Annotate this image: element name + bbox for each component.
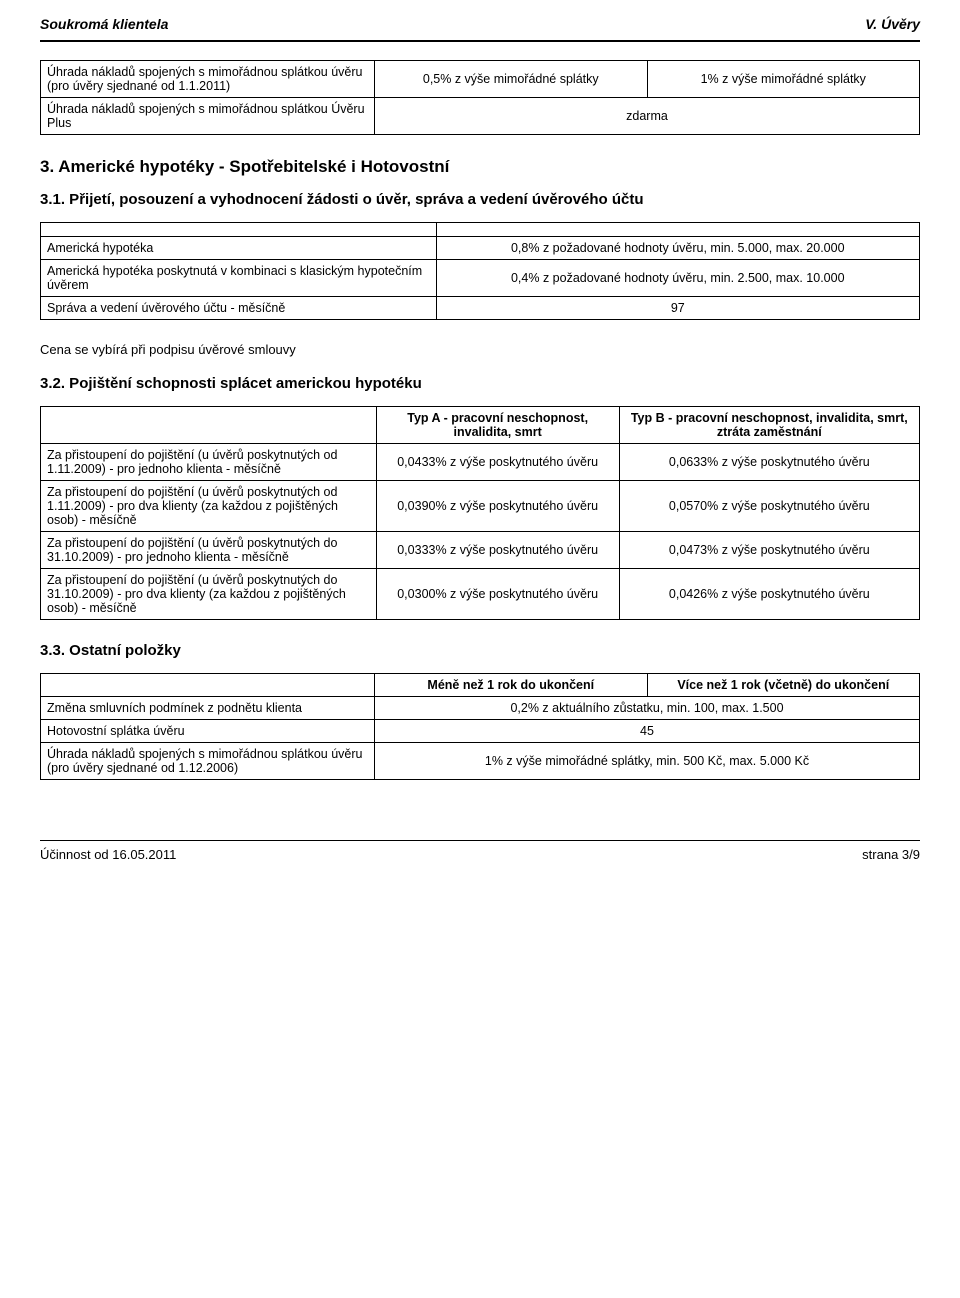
note-sec31: Cena se vybírá při podpisu úvěrové smlou… (40, 342, 920, 357)
header-right: V. Úvěry (865, 16, 920, 32)
header-left: Soukromá klientela (40, 16, 168, 32)
t3-r1c1: Změna smluvních podmínek z podnětu klien… (41, 697, 375, 720)
t3-r2c1: Hotovostní splátka úvěru (41, 720, 375, 743)
t2-head-c2: Typ A - pracovní neschopnost, invalidita… (376, 407, 619, 444)
heading-sec33: 3.3. Ostatní položky (40, 642, 920, 659)
t0-r1c1: Úhrada nákladů spojených s mimořádnou sp… (41, 61, 375, 98)
t2-r1c3: 0,0633% z výše poskytnutého úvěru (619, 444, 919, 481)
t2-r3c1: Za přistoupení do pojištění (u úvěrů pos… (41, 532, 377, 569)
t3-r1c2: 0,2% z aktuálního zůstatku, min. 100, ma… (375, 697, 920, 720)
table-sec31: Americká hypotéka 0,8% z požadované hodn… (40, 222, 920, 320)
t3-r3c1: Úhrada nákladů spojených s mimořádnou sp… (41, 743, 375, 780)
t0-r1c2: 0,5% z výše mimořádné splátky (375, 61, 647, 98)
t0-r1c3: 1% z výše mimořádné splátky (647, 61, 920, 98)
t1-r2c2: 0,4% z požadované hodnoty úvěru, min. 2.… (436, 260, 919, 297)
table-sec33: Méně než 1 rok do ukončení Více než 1 ro… (40, 673, 920, 780)
t3-head-c2: Méně než 1 rok do ukončení (375, 674, 647, 697)
t3-head-blank (41, 674, 375, 697)
page-header: Soukromá klientela V. Úvěry (40, 16, 920, 32)
table-sec32: Typ A - pracovní neschopnost, invalidita… (40, 406, 920, 620)
footer-right: strana 3/9 (862, 847, 920, 862)
t2-r2c2: 0,0390% z výše poskytnutého úvěru (376, 481, 619, 532)
t2-r1c1: Za přistoupení do pojištění (u úvěrů pos… (41, 444, 377, 481)
t1-r1c1: Americká hypotéka (41, 237, 437, 260)
t1-r3c2: 97 (436, 297, 919, 320)
t2-head-blank (41, 407, 377, 444)
t1-head-blank2 (436, 223, 919, 237)
t0-r2c1: Úhrada nákladů spojených s mimořádnou sp… (41, 98, 375, 135)
t3-r2c2: 45 (375, 720, 920, 743)
table-top-fees: Úhrada nákladů spojených s mimořádnou sp… (40, 60, 920, 135)
page-footer: Účinnost od 16.05.2011 strana 3/9 (40, 840, 920, 862)
heading-sec32: 3.2. Pojištění schopnosti splácet americ… (40, 375, 920, 392)
t1-r3c1: Správa a vedení úvěrového účtu - měsíčně (41, 297, 437, 320)
t2-head-c3: Typ B - pracovní neschopnost, invalidita… (619, 407, 919, 444)
t2-r4c2: 0,0300% z výše poskytnutého úvěru (376, 569, 619, 620)
t1-head-blank1 (41, 223, 437, 237)
t1-r1c2: 0,8% z požadované hodnoty úvěru, min. 5.… (436, 237, 919, 260)
t2-r4c3: 0,0426% z výše poskytnutého úvěru (619, 569, 919, 620)
heading-sec31: 3.1. Přijetí, posouzení a vyhodnocení žá… (40, 191, 920, 208)
heading-sec3: 3. Americké hypotéky - Spotřebitelské i … (40, 157, 920, 177)
t2-r4c1: Za přistoupení do pojištění (u úvěrů pos… (41, 569, 377, 620)
t2-r1c2: 0,0433% z výše poskytnutého úvěru (376, 444, 619, 481)
t0-r2c2: zdarma (375, 98, 920, 135)
footer-left: Účinnost od 16.05.2011 (40, 847, 176, 862)
t2-r2c3: 0,0570% z výše poskytnutého úvěru (619, 481, 919, 532)
t2-r3c3: 0,0473% z výše poskytnutého úvěru (619, 532, 919, 569)
t3-r3c2: 1% z výše mimořádné splátky, min. 500 Kč… (375, 743, 920, 780)
t3-head-c3: Více než 1 rok (včetně) do ukončení (647, 674, 920, 697)
t1-r2c1: Americká hypotéka poskytnutá v kombinaci… (41, 260, 437, 297)
t2-r3c2: 0,0333% z výše poskytnutého úvěru (376, 532, 619, 569)
t2-r2c1: Za přistoupení do pojištění (u úvěrů pos… (41, 481, 377, 532)
header-rule (40, 40, 920, 42)
